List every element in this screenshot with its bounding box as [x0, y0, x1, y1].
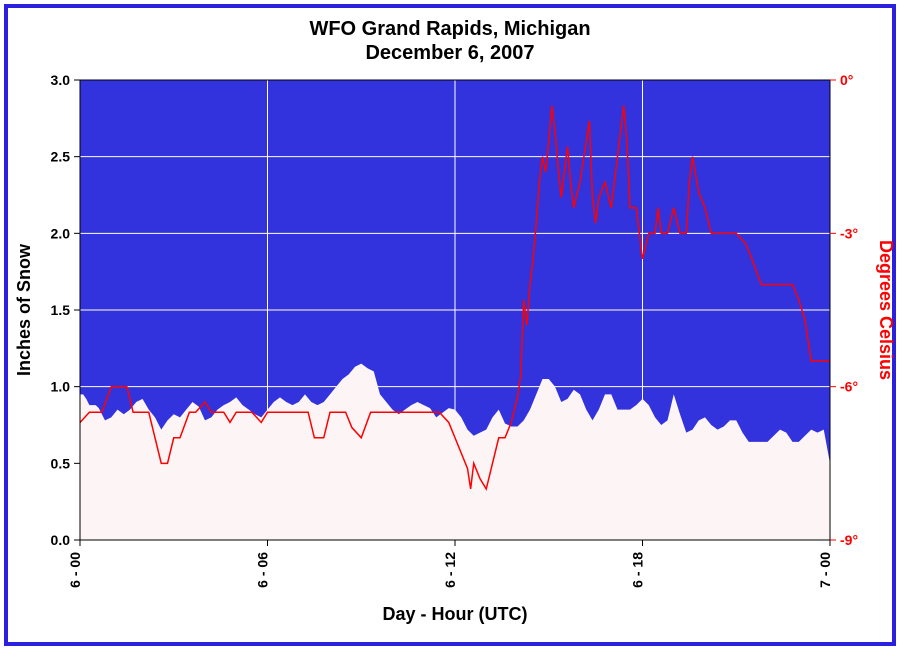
chart-svg: 0.0 0.5 1.0 1.5 2.0 2.5 3.0 0° -3° -6° -9° 6 - 00 6 …	[0, 0, 900, 650]
xtick-label: 6 - 18	[630, 552, 646, 588]
xtick-label: 7 - 00	[817, 552, 833, 588]
xtick-label: 6 - 06	[255, 552, 271, 588]
ytick-label-left: 2.0	[51, 225, 71, 241]
ytick-label-right: 0°	[840, 72, 853, 88]
y-axis-right-title: Degrees Celsius	[876, 240, 896, 380]
ytick-label-right: -3°	[840, 225, 858, 241]
ytick-label-left: 0.0	[51, 532, 71, 548]
chart-container: WFO Grand Rapids, Michigan December 6, 2…	[0, 0, 900, 650]
ytick-label-left: 1.5	[51, 302, 71, 318]
ytick-label-right: -9°	[840, 532, 858, 548]
ytick-label-left: 0.5	[51, 455, 71, 471]
ytick-label-left: 1.0	[51, 379, 71, 395]
y-axis-left-title: Inches of Snow	[14, 243, 34, 376]
ytick-label-right: -6°	[840, 379, 858, 395]
ytick-label-left: 2.5	[51, 149, 71, 165]
xtick-label: 6 - 12	[442, 552, 458, 588]
xtick-label: 6 - 00	[67, 552, 83, 588]
ytick-label-left: 3.0	[51, 72, 71, 88]
x-axis-title: Day - Hour (UTC)	[383, 604, 528, 624]
